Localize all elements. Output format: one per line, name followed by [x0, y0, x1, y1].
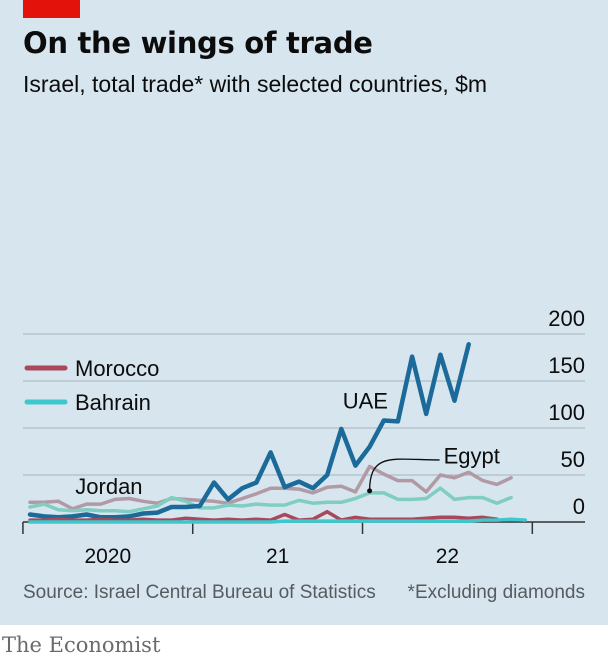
y-tick-label: 150 [548, 353, 585, 378]
series-line-jordan [28, 464, 513, 511]
chart-panel: On the wings of trade Israel, total trad… [0, 0, 608, 625]
chart-title: On the wings of trade [23, 26, 373, 60]
publisher-logo: The Economist [2, 633, 161, 657]
legend-label-bahrain: Bahrain [75, 390, 151, 415]
series-line-morocco [28, 509, 499, 522]
series-line-egypt [28, 486, 513, 514]
legend-label-morocco: Morocco [75, 356, 159, 381]
brand-red-tag [23, 0, 80, 18]
chart-footer: Source: Israel Central Bureau of Statist… [23, 582, 585, 604]
series-line-bahrain [28, 517, 528, 524]
chart-subtitle: Israel, total trade* with selected count… [23, 71, 488, 97]
y-tick-label: 50 [561, 447, 585, 472]
series-line-uae [27, 342, 471, 520]
series-label-jordan: Jordan [75, 474, 142, 499]
x-tick-label: 2020 [84, 545, 131, 568]
y-tick-label: 0 [573, 494, 585, 519]
egypt-callout-line [368, 458, 440, 491]
y-tick-label: 100 [548, 400, 585, 425]
series-label-egypt: Egypt [444, 444, 500, 469]
line-chart: 0 50 100 150 200 2020 21 22 Jordan Egypt UAE Morocc… [22, 306, 585, 568]
egypt-callout-dot [367, 488, 373, 494]
x-tick-label: 21 [266, 545, 289, 568]
source-note: Source: Israel Central Bureau of Statist… [23, 582, 376, 603]
y-tick-label: 200 [548, 306, 585, 331]
footnote: *Excluding diamonds [407, 582, 585, 603]
series-label-uae: UAE [343, 388, 388, 413]
x-tick-label: 22 [436, 545, 459, 568]
